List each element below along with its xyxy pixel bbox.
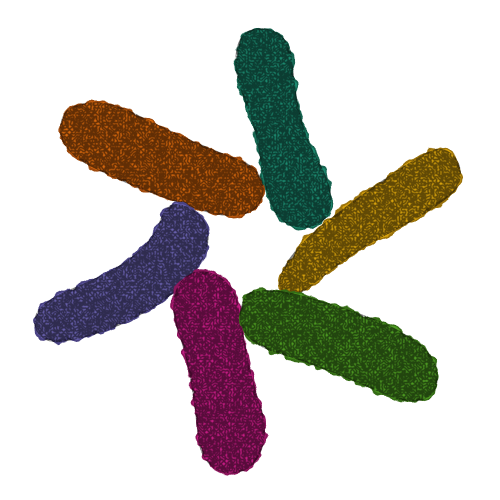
purple-subunit bbox=[33, 202, 210, 344]
magenta-subunit-texture bbox=[173, 271, 266, 474]
teal-subunit-texture bbox=[235, 28, 332, 228]
gold-subunit-texture bbox=[279, 148, 461, 296]
green-subunit bbox=[238, 289, 439, 403]
green-subunit-texture bbox=[239, 290, 438, 402]
orange-subunit-texture bbox=[59, 102, 264, 216]
teal-subunit bbox=[234, 27, 333, 229]
magenta-subunit bbox=[172, 270, 266, 475]
purple-subunit-texture bbox=[34, 204, 209, 343]
orange-subunit bbox=[58, 101, 265, 217]
